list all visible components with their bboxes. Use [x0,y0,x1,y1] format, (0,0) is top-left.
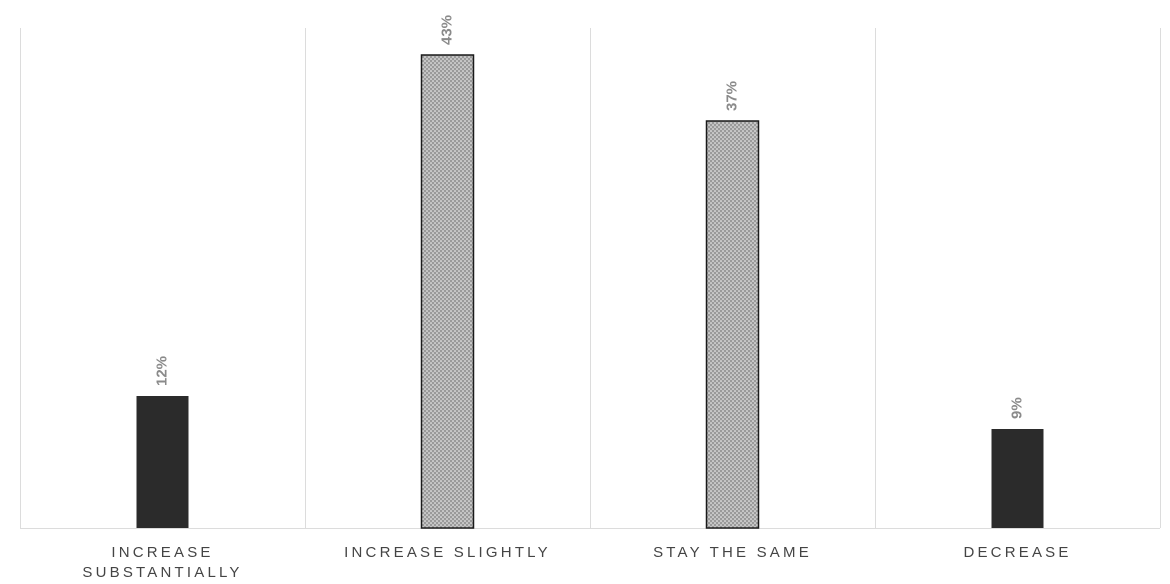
category-label-line: SUBSTANTIALLY [82,564,242,581]
category-label: STAY THE SAME [653,544,812,561]
data-label: 12% [153,356,170,386]
bars [136,54,1044,529]
bar [136,396,189,528]
data-label: 37% [723,81,740,111]
data-labels: 12% 43% 37% 9% [153,15,1025,419]
bar [991,429,1044,528]
category-label-line: INCREASE SLIGHTLY [344,544,551,561]
category-label: DECREASE [963,544,1071,561]
gridlines [20,28,1161,529]
data-label: 43% [438,15,455,45]
category-label: INCREASE SUBSTANTIALLY [82,544,242,581]
category-label-line: STAY THE SAME [653,544,812,561]
category-label: INCREASE SLIGHTLY [344,544,551,561]
data-label: 9% [1008,397,1025,419]
bar [420,54,475,529]
bar [705,120,760,529]
category-label-line: DECREASE [963,544,1071,561]
category-label-line: INCREASE [111,544,213,561]
category-labels: INCREASE SUBSTANTIALLY INCREASE SLIGHTLY ST… [82,544,1071,581]
